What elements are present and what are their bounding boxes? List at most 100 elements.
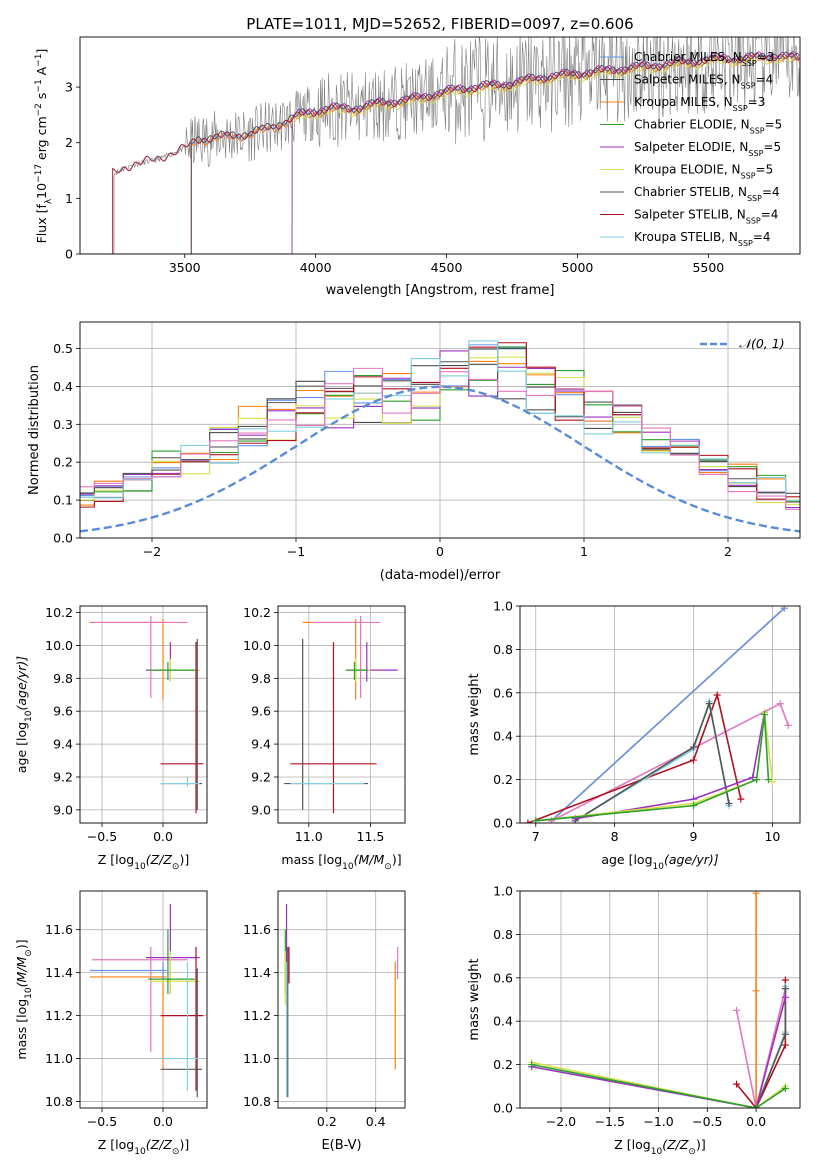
plot-area [80, 340, 800, 533]
data-point [705, 700, 713, 708]
y-tick-label: 9.8 [53, 671, 73, 686]
series-line [574, 698, 730, 822]
age-vs-mass-chart: 11.0 11.5 9.0 9.2 9.4 9.6 9.8 10.0 10.2 mass [log… [243, 605, 406, 872]
legend-label: 𝒩(0, 1) [739, 336, 785, 351]
y-tick-label: 9.4 [53, 737, 73, 752]
y-tick-label: 1.0 [493, 884, 513, 899]
histogram-step [80, 344, 800, 503]
y-tick-label: 11.6 [45, 922, 73, 937]
data-point [690, 802, 698, 810]
axes-frame [277, 605, 406, 824]
x-tick-label: 4500 [431, 260, 463, 275]
y-tick-label: 10.8 [243, 1094, 271, 1109]
x-tick-label: 10 [764, 829, 780, 844]
plot-area [528, 891, 789, 1108]
x-tick-label: −0.5 [87, 1114, 117, 1129]
y-axis-label: mass weight [467, 673, 482, 755]
figure-title: PLATE=1011, MJD=52652, FIBERID=0097, z=0… [246, 15, 633, 33]
x-tick-label: 3500 [169, 260, 201, 275]
x-tick-label: −1.5 [595, 1114, 625, 1129]
data-point [781, 976, 789, 984]
x-tick-label: 0.0 [153, 1114, 173, 1129]
x-axis-label: wavelength [Angstrom, rest frame] [326, 283, 555, 298]
x-tick-label: −2 [143, 544, 161, 559]
y-tick-label: 11.2 [45, 1008, 73, 1023]
data-point [764, 776, 772, 784]
y-tick-label: 10.0 [243, 638, 271, 653]
data-point [733, 1080, 741, 1088]
x-axis-label: (data-model)/error [380, 568, 501, 583]
histogram-step [80, 356, 800, 505]
y-tick-label: 9.0 [251, 802, 271, 817]
y-tick-label: 0.0 [493, 1101, 513, 1116]
y-tick-label: 11.4 [243, 965, 271, 980]
y-tick-label: 0.2 [53, 455, 73, 470]
legend-label: Kroupa STELIB, NSSP=4 [634, 230, 771, 248]
x-tick-label: 0.0 [153, 829, 173, 844]
y-tick-label: 0.0 [53, 531, 73, 546]
y-tick-label: 0.4 [493, 729, 513, 744]
x-tick-label: 0 [436, 544, 444, 559]
y-tick-label: 0.8 [493, 927, 513, 942]
y-tick-label: 0.2 [493, 1057, 513, 1072]
series-line [575, 712, 766, 820]
y-tick-label: 11.0 [45, 1051, 73, 1066]
data-point [690, 743, 698, 751]
model-spectrum [80, 52, 800, 254]
y-tick-label: 0.4 [493, 1014, 513, 1029]
data-point [752, 891, 760, 897]
histogram-step [80, 367, 800, 510]
data-spectrum [80, 37, 800, 254]
y-tick-label: 1 [65, 191, 73, 206]
data-point [752, 987, 760, 995]
y-tick-label: 9.2 [53, 769, 73, 784]
x-axis-label: E(B-V) [321, 1138, 361, 1153]
spectrum-chart: 3500 4000 4500 5000 5500 0 1 2 3 wavelength [Angs… [34, 36, 801, 298]
data-point [524, 819, 532, 823]
y-tick-label: 10.2 [243, 605, 271, 620]
data-point [781, 1030, 789, 1038]
series-line [735, 988, 787, 1108]
legend-label: Chabrier MILES, NSSP=3 [634, 50, 774, 68]
y-tick-label: 9.8 [251, 671, 271, 686]
y-tick-label: 0.0 [493, 816, 513, 831]
legend-label: Salpeter ELODIE, NSSP=5 [634, 140, 781, 158]
x-tick-label: 0.2 [317, 1114, 337, 1129]
data-point [761, 711, 769, 718]
data-point [753, 776, 761, 784]
data-point [781, 993, 789, 1001]
x-tick-label: 2 [724, 544, 732, 559]
plot-area [284, 903, 399, 1098]
y-tick-label: 9.2 [251, 769, 271, 784]
data-point [725, 799, 733, 807]
legend: Chabrier MILES, NSSP=3 Salpeter MILES, NS… [600, 50, 782, 248]
y-tick-label: 0.2 [493, 772, 513, 787]
x-tick-label: 7 [532, 829, 540, 844]
y-tick-label: 0.4 [53, 379, 73, 394]
y-tick-label: 0.3 [53, 417, 73, 432]
x-tick-label: 0.0 [746, 1114, 766, 1129]
legend-label: Chabrier STELIB, NSSP=4 [634, 185, 780, 203]
y-tick-label: 11.6 [243, 922, 271, 937]
y-tick-label: 11.0 [243, 1051, 271, 1066]
data-point [781, 1041, 789, 1049]
legend-label: Salpeter STELIB, NSSP=4 [634, 208, 778, 226]
mass-vs-Z-chart: −0.5 0.0 10.8 11.0 11.2 11.4 11.6 Z [log10(Z/Z⊙… [14, 890, 208, 1157]
y-tick-label: 9.4 [251, 737, 271, 752]
weight-vs-age-chart: 7 8 9 10 0.0 0.2 0.4 0.6 0.8 1.0 age [log10(age/yr… [467, 599, 801, 872]
plot-area [89, 903, 204, 1098]
mass-vs-EBV-chart: 0.2 0.4 10.8 11.0 11.2 11.4 11.6 E(B-V) [243, 890, 406, 1153]
histogram-step [80, 360, 800, 506]
series-line [531, 1061, 786, 1108]
x-tick-label: 1 [580, 544, 588, 559]
y-tick-label: 0.6 [493, 970, 513, 985]
y-tick-label: 0.5 [53, 341, 73, 356]
data-point [781, 1084, 789, 1092]
y-tick-label: 11.4 [45, 965, 73, 980]
data-point [781, 985, 789, 993]
data-point [737, 795, 745, 803]
histogram-step [80, 340, 800, 502]
y-tick-label: 2 [65, 135, 73, 150]
data-point [768, 778, 776, 786]
